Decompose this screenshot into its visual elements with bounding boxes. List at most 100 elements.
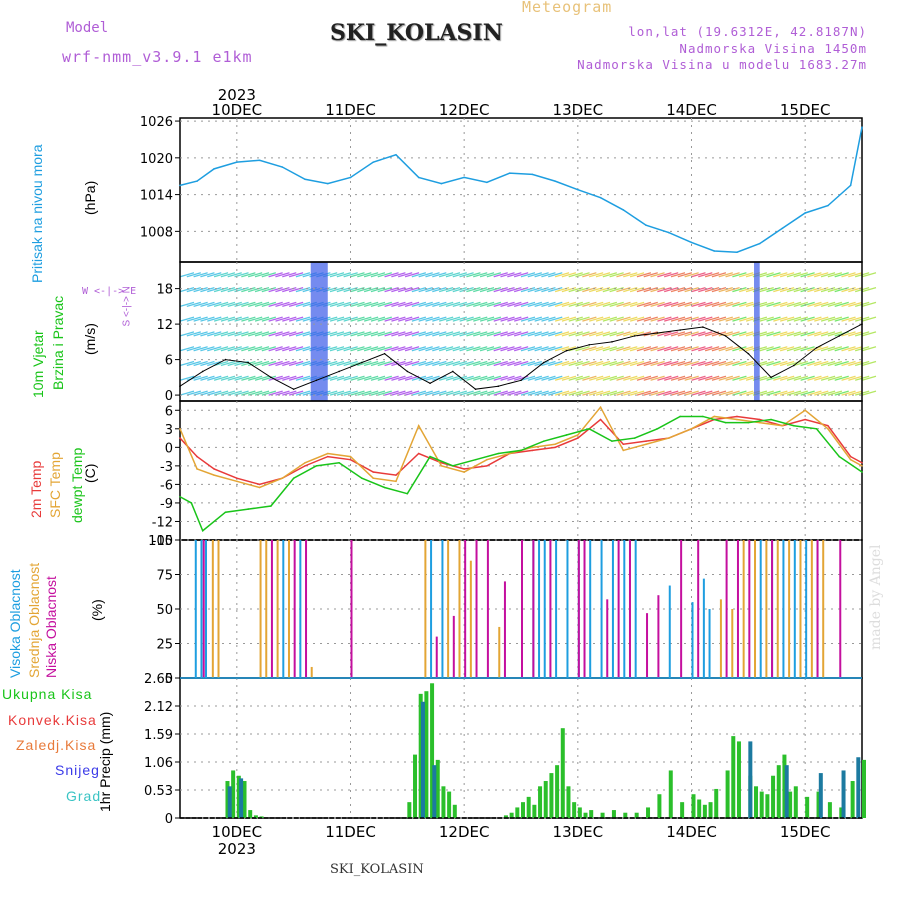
- wind-barb: [554, 360, 570, 367]
- y-tick-label: 1020: [140, 152, 173, 167]
- station-elevation: Nadmorska Visina 1450m: [679, 41, 867, 56]
- wind-barb: [500, 375, 515, 381]
- wind-barb: [575, 272, 590, 278]
- wind-barb: [534, 360, 549, 367]
- cloud-bar-2: [725, 540, 728, 678]
- cloud-bar-2: [583, 540, 586, 678]
- dewpt-line-point: [190, 502, 193, 504]
- precip-bar-0: [543, 781, 548, 818]
- wind-barb: [268, 390, 283, 396]
- wind-barb: [329, 360, 345, 367]
- wind-barb: [745, 390, 761, 396]
- dewpt-line-point: [383, 486, 386, 489]
- wind-barb: [861, 375, 877, 381]
- temp2m-line-point: [417, 452, 420, 455]
- wind-barb: [834, 346, 849, 352]
- wind-barb: [691, 390, 706, 396]
- wind-barb: [759, 316, 774, 322]
- wind-barb: [425, 316, 440, 322]
- y-tick-label: 100: [148, 534, 173, 549]
- temp2m-line: [179, 415, 863, 486]
- wind-barb: [302, 316, 317, 322]
- wind-speed-line-point: [406, 370, 409, 373]
- precip-bar-1: [818, 773, 823, 818]
- top-year-label: 2023: [218, 86, 256, 104]
- precip-bar-0: [572, 802, 577, 818]
- wind-barb: [323, 390, 338, 396]
- wind-barb: [500, 390, 515, 396]
- wind-barb: [568, 301, 583, 307]
- wind-barb: [261, 301, 277, 307]
- cloud-bar-0: [430, 540, 433, 678]
- cloud-bar-0: [708, 609, 711, 678]
- pressure-line-point: [577, 188, 579, 191]
- wind-barb: [527, 316, 542, 322]
- wind-barb: [752, 316, 768, 322]
- cloud-bar-0: [771, 540, 774, 678]
- precip-bar-0: [435, 759, 440, 818]
- y-tick-label: 1008: [140, 225, 173, 240]
- sfc-temp-line-point: [236, 480, 238, 483]
- wind-barb: [370, 346, 386, 352]
- legend-grad: Grad: [66, 788, 102, 804]
- dewpt-line-point: [497, 452, 500, 455]
- wind-barb: [207, 272, 222, 278]
- precip-bar-0: [691, 794, 696, 818]
- wind-barb: [323, 360, 338, 367]
- wind-barb: [425, 375, 440, 381]
- wind-barb: [200, 346, 215, 352]
- wind-barb: [220, 346, 236, 352]
- wind-barb: [548, 301, 563, 307]
- wind-barb: [418, 301, 433, 307]
- wind-barb: [336, 316, 352, 322]
- wind-barb: [752, 286, 768, 293]
- precip-bar-0: [413, 754, 418, 818]
- wind-barb: [704, 331, 720, 337]
- wind-barb: [861, 301, 877, 307]
- wind-barb: [234, 316, 249, 322]
- wind-barb: [855, 375, 870, 381]
- wind-barb: [779, 346, 795, 352]
- wind-barb: [745, 331, 761, 337]
- cloud-bar-2: [617, 540, 620, 678]
- sfc-temp-line-point: [554, 443, 556, 446]
- pressure-line-point: [849, 184, 852, 187]
- wind-barb: [718, 360, 733, 367]
- wind-barb: [248, 272, 263, 278]
- wind-barb: [234, 375, 249, 381]
- wind-barb: [186, 316, 201, 322]
- dewpt-line-point: [724, 421, 727, 424]
- wind-barb: [507, 316, 522, 322]
- cloud-bar-1: [731, 609, 734, 678]
- wind-barb: [466, 375, 481, 381]
- wind-calm-band: [754, 262, 760, 401]
- precip-bar-0: [776, 765, 781, 818]
- wind-barb: [466, 272, 481, 278]
- wind-barb: [766, 331, 781, 337]
- wind-barb: [438, 360, 454, 367]
- wind-barb: [534, 375, 549, 381]
- y-tick-label: 1.06: [144, 756, 173, 771]
- sfc-temp-line-point: [531, 446, 534, 449]
- wind-barb: [541, 390, 556, 396]
- wind-barb: [391, 316, 406, 322]
- precip-bar-0: [452, 804, 457, 818]
- wind-barb: [404, 346, 420, 352]
- wind-barb: [418, 390, 433, 396]
- wind-barb: [861, 331, 877, 337]
- sfc-temp-line-point: [758, 421, 761, 424]
- wind-barb: [248, 390, 263, 396]
- wind-barb: [207, 375, 222, 381]
- wind-barb: [404, 286, 420, 293]
- cloud-bar-2: [606, 599, 609, 678]
- precip-bar-0: [259, 816, 264, 818]
- wind-barb: [302, 331, 317, 337]
- wind-barb: [827, 375, 843, 381]
- wind-barb: [527, 360, 542, 367]
- wind-barb: [193, 390, 208, 396]
- wind-barb: [363, 331, 379, 337]
- precip-bar-0: [668, 770, 673, 818]
- wind-barb: [779, 331, 795, 337]
- wind-barb: [336, 375, 352, 381]
- wind-barb: [241, 346, 256, 352]
